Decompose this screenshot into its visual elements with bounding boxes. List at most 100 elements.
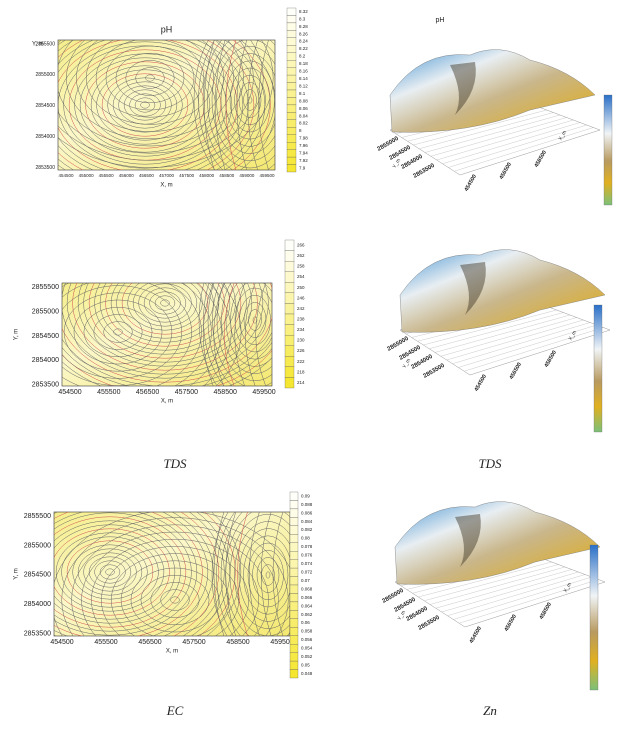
x-tick-label: 458500 xyxy=(539,602,553,621)
y-axis-label: Y, m xyxy=(14,568,20,580)
colorbar-label: 8.08 xyxy=(299,98,308,103)
y-tick-label: 2854000 xyxy=(401,154,425,171)
colorbar-cell xyxy=(290,619,298,627)
y-tick-label: 2854000 xyxy=(24,601,51,608)
colorbar xyxy=(604,95,612,205)
colorbar-cell xyxy=(290,517,298,525)
x-tick-label: 458500 xyxy=(544,350,558,369)
colorbar-cell xyxy=(290,568,298,576)
colorbar-cell xyxy=(285,261,294,272)
colorbar-label: 266 xyxy=(297,242,305,247)
x-tick-label: 456500 xyxy=(499,162,513,181)
y-tick-label: 2853500 xyxy=(413,163,437,180)
colorbar-label: 234 xyxy=(297,327,305,332)
colorbar-label: 0.088 xyxy=(301,502,313,507)
colorbar-label: 0.062 xyxy=(301,612,313,617)
x-tick-label: 459500 xyxy=(252,389,275,396)
colorbar-cell xyxy=(287,8,296,15)
colorbar-label: 218 xyxy=(297,369,305,374)
colorbar-label: 8.3 xyxy=(299,16,306,21)
colorbar-label: 8.04 xyxy=(299,113,308,118)
colorbar-cell xyxy=(290,551,298,559)
colorbar-cell xyxy=(285,346,294,357)
colorbar-label: 7.94 xyxy=(299,151,308,156)
colorbar-label: 8.26 xyxy=(299,31,308,36)
colorbar-cell xyxy=(287,83,296,90)
y-tick-label: 2855000 xyxy=(24,542,51,549)
colorbar-cell xyxy=(285,367,294,378)
colorbar-cell xyxy=(290,627,298,635)
x-tick-label: 455500 xyxy=(94,639,117,646)
colorbar-label: 238 xyxy=(297,316,305,321)
x-tick-label: 457500 xyxy=(175,389,198,396)
y-tick-label: 2853500 xyxy=(423,363,447,380)
colorbar-label: 8.28 xyxy=(299,24,308,29)
y-tick-label: 2853500 xyxy=(24,631,51,638)
colorbar-label: 8.32 xyxy=(299,9,308,14)
colorbar-cell xyxy=(287,68,296,75)
x-tick-label: 454500 xyxy=(58,173,74,178)
y-tick-label: 2854000 xyxy=(411,354,435,371)
colorbar-label: 0.052 xyxy=(301,654,313,659)
x-tick-label: 456500 xyxy=(504,614,518,633)
colorbar-cell xyxy=(290,526,298,534)
caption: Zn xyxy=(483,703,497,718)
colorbar-cell xyxy=(285,335,294,346)
x-tick-label: 454500 xyxy=(50,639,73,646)
colorbar xyxy=(590,545,598,690)
x-axis-label: X, m xyxy=(161,399,173,405)
x-tick-label: 456500 xyxy=(509,362,523,381)
x-tick-label: 455000 xyxy=(79,173,95,178)
colorbar-cell xyxy=(287,112,296,119)
y-tick-label: 2854500 xyxy=(389,145,413,162)
colorbar-cell xyxy=(285,314,294,325)
colorbar-cell xyxy=(290,560,298,568)
x-tick-label: 458000 xyxy=(199,173,215,178)
colorbar-label: 8 xyxy=(299,128,302,133)
colorbar-label: 0.078 xyxy=(301,544,313,549)
colorbar-label: 0.048 xyxy=(301,671,313,676)
x-tick-label: 458500 xyxy=(534,150,548,169)
x-tick-label: 456000 xyxy=(119,173,135,178)
x-tick-label: 458500 xyxy=(226,639,249,646)
colorbar-label: 258 xyxy=(297,264,305,269)
x-tick-label: 456500 xyxy=(138,639,161,646)
y-tick-label: 2854500 xyxy=(394,597,418,614)
colorbar-cell xyxy=(287,23,296,30)
map-area xyxy=(58,40,275,170)
x-tick-label: 458500 xyxy=(219,173,235,178)
colorbar-cell xyxy=(287,97,296,104)
colorbar-label: 8.2 xyxy=(299,54,306,59)
y-tick-label: 2853500 xyxy=(418,615,442,632)
colorbar-label: 0.054 xyxy=(301,646,313,651)
colorbar-label: 222 xyxy=(297,359,305,364)
x-tick-label: 456500 xyxy=(136,389,159,396)
figure: pH28555002855000285450028540002853500454… xyxy=(0,0,621,733)
colorbar-label: 7.9 xyxy=(299,165,306,170)
colorbar-label: 0.058 xyxy=(301,629,313,634)
colorbar-label: 0.064 xyxy=(301,603,313,608)
colorbar-label: 230 xyxy=(297,338,305,343)
colorbar-label: 0.074 xyxy=(301,561,313,566)
colorbar-label: 0.084 xyxy=(301,519,313,524)
y-tick-label: 2855000 xyxy=(377,136,401,153)
colorbar-label: 254 xyxy=(297,274,305,279)
map-title: pH xyxy=(161,24,173,34)
colorbar-cell xyxy=(285,377,294,388)
colorbar-label: 262 xyxy=(297,253,305,258)
colorbar-cell xyxy=(287,75,296,82)
colorbar-cell xyxy=(285,356,294,367)
colorbar-cell xyxy=(287,105,296,112)
colorbar-cell xyxy=(290,636,298,644)
colorbar-label: 0.076 xyxy=(301,553,313,558)
colorbar-cell xyxy=(285,251,294,262)
colorbar-cell xyxy=(290,585,298,593)
colorbar-cell xyxy=(290,500,298,508)
colorbar-label: 226 xyxy=(297,348,305,353)
x-tick-label: 459000 xyxy=(239,173,255,178)
y-tick-label: 2854500 xyxy=(399,345,423,362)
colorbar-cell xyxy=(287,45,296,52)
colorbar-cell xyxy=(290,610,298,618)
colorbar-label: 7.98 xyxy=(299,136,308,141)
colorbar-label: 0.056 xyxy=(301,637,313,642)
